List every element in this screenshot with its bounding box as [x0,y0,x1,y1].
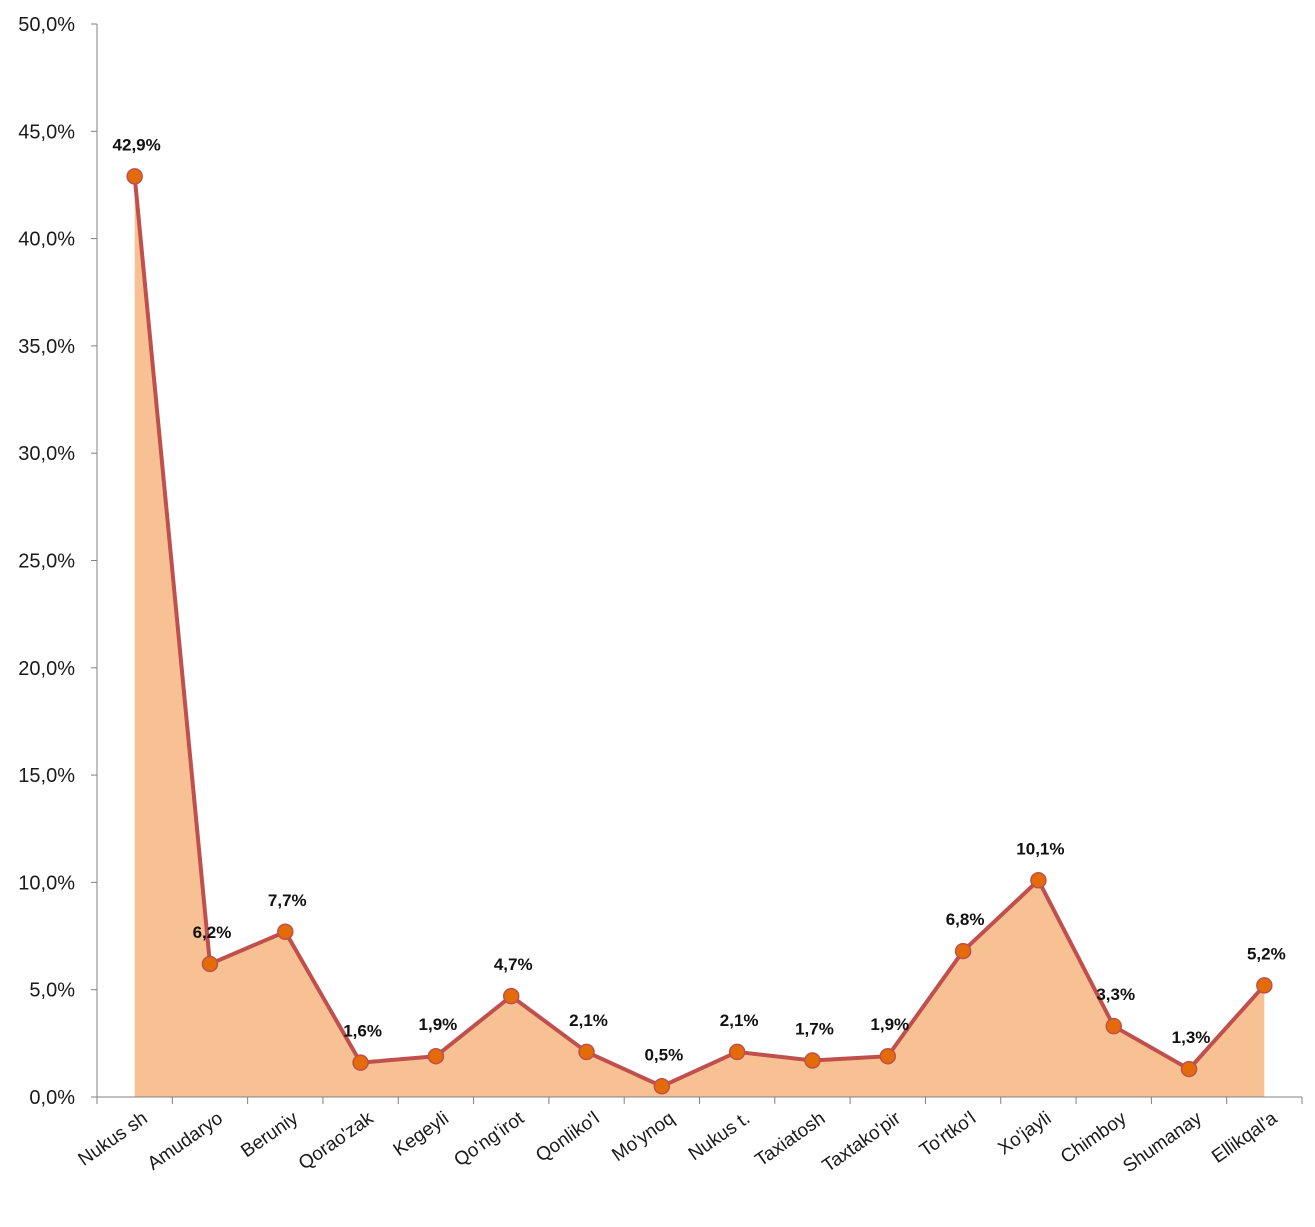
label-layer: 42,9% 6,2% 7,7% 1,6% 1,9% 4,7% 2,1% 0,5% 2,1% 1,7… [113,135,1286,1064]
data-label: 0,5% [644,1045,683,1064]
data-point [1256,977,1273,994]
x-tick-label: Taxiatosh [752,1108,830,1171]
x-tick-label: Shumanay [1119,1108,1206,1178]
x-tick-label: Mo'ynoq [608,1108,678,1166]
x-tick-label: Qonliko'l [532,1108,603,1167]
marker-layer [126,168,1273,1095]
data-label: 1,9% [870,1015,909,1034]
x-tick-label: Kegeyli [390,1108,453,1161]
data-point [352,1054,369,1071]
data-point [277,923,294,941]
y-tick-label: 10,0% [18,872,75,894]
y-tick-label: 0,0% [29,1087,75,1109]
line-layer [132,176,1266,1089]
data-label: 1,3% [1172,1028,1211,1047]
y-tick-label: 30,0% [18,443,75,465]
area-layer [134,176,1265,1098]
x-tick-label: Qo'ng'irot [450,1107,528,1171]
data-label: 1,6% [343,1022,382,1041]
data-point [201,955,219,973]
y-tick-label: 20,0% [18,658,75,680]
series-line [132,176,1266,1089]
x-tick-label: To'rtko'l [916,1108,980,1161]
data-point [502,987,520,1005]
data-point [1180,1060,1198,1078]
y-tick-label: 25,0% [18,551,75,573]
x-tick-label: Nukus sh [75,1108,152,1171]
data-label: 1,9% [419,1015,458,1034]
data-label: 6,8% [946,910,985,929]
data-label: 42,9% [113,135,161,154]
x-tick-label: Xo'jayli [994,1108,1055,1159]
x-tick-label: Ellikqal'a [1208,1108,1281,1168]
x-tick-label: Nukus t. [685,1108,754,1165]
area-fill [134,176,1265,1098]
data-point [954,942,972,960]
data-label: 2,1% [569,1011,608,1030]
y-tick-label: 35,0% [18,336,75,358]
data-label: 3,3% [1096,985,1135,1004]
data-label: 2,1% [720,1011,759,1030]
data-point [804,1052,821,1069]
y-tick-label: 45,0% [18,121,75,143]
data-label: 7,7% [268,891,307,910]
data-point [126,168,143,185]
data-point [728,1043,746,1061]
data-label: 6,2% [193,923,232,942]
y-tick-label: 50,0% [18,14,75,36]
x-tick-label: Qorao'zak [295,1108,378,1175]
data-point [427,1047,445,1065]
data-point [1105,1017,1122,1035]
x-tick-label: Beruniy [237,1108,302,1162]
data-label: 1,7% [795,1020,834,1039]
data-point [653,1078,671,1095]
y-tick-label: 5,0% [29,980,75,1002]
x-tick-label: Amudaryo [144,1108,227,1175]
data-label: 5,2% [1247,944,1286,963]
y-tick-label: 40,0% [18,229,75,251]
y-tick-label: 15,0% [18,765,75,787]
data-label: 4,7% [494,955,533,974]
data-label: 10,1% [1016,839,1064,858]
data-point [578,1043,595,1061]
data-point [879,1047,897,1065]
x-tick-label: Taxtako'pir [819,1108,906,1177]
data-point [1030,872,1047,889]
